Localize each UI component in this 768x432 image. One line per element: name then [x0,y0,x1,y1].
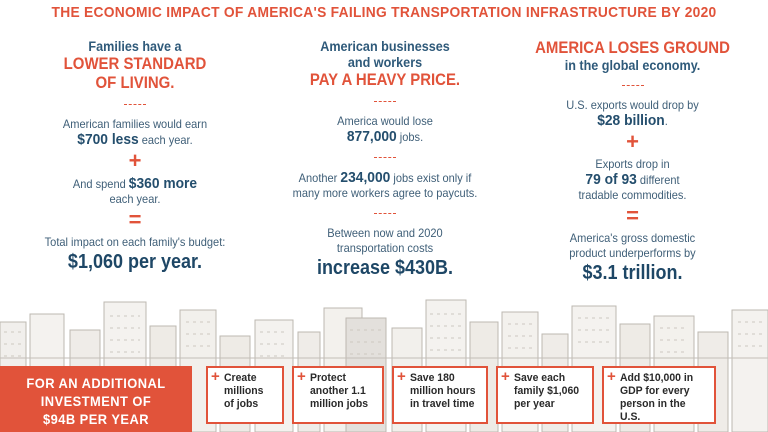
col1-total-label: Total impact on each family's budget: [44,235,226,249]
plus-operator: + [626,129,639,154]
col1-intro: Families have a [88,38,182,54]
col3-stat2-line3: tradable commodities. [578,188,687,202]
col3-stat2-line2: 79 of 93 different [585,171,680,188]
benefit-card-jobs: + Create millions of jobs [206,366,284,424]
benefit-line: person in the U.S. [620,398,686,423]
divider [374,157,396,158]
plus-icon: + [297,368,306,385]
divider [374,213,396,214]
plus-icon: + [501,368,510,385]
page-headline: THE ECONOMIC IMPACT OF AMERICA'S FAILING… [51,4,717,21]
benefit-line: million hours [410,385,476,397]
benefit-line: million jobs [310,398,369,410]
col1-stat1-value: $700 less each year. [77,131,193,148]
cta-line2: INVESTMENT OF [40,393,152,409]
col3-subheading: in the global economy. [564,57,701,73]
col3-stat1-value: $28 billion. [597,112,668,129]
col2-intro-line1: American businesses [320,38,450,54]
col1-total-value: $1,060 per year. [67,251,203,273]
col2-stat3-value: increase $430B. [316,257,454,279]
benefit-line: Save 180 [410,372,455,384]
benefit-line: family $1,060 [514,385,580,397]
col3-stat1-label: U.S. exports would drop by [566,98,699,112]
col2-intro-line2: and workers [347,54,423,70]
divider [124,104,146,105]
equals-operator: = [128,207,142,232]
benefit-line: Protect [310,372,347,384]
divider [621,85,644,86]
col3-total-line1: America's gross domestic [569,231,696,245]
equals-operator: = [626,203,639,228]
benefit-line: Add $10,000 in [620,372,694,384]
column-standard-of-living: Families have a LOWER STANDARD OF LIVING… [20,38,250,274]
cta-line3: $94B PER YEAR [43,411,149,427]
benefit-line: per year [514,398,555,410]
col3-total-value: $3.1 trillion. [582,262,683,284]
col2-stat2-line1: Another 234,000 jobs exist only if [298,169,472,186]
plus-icon: + [397,368,406,385]
col3-total-line2: product underperforms by [569,246,696,260]
col1-stat1-label: American families would earn [62,117,208,131]
benefit-card-travel-time: + Save 180 million hours in travel time [392,366,488,424]
divider [374,101,396,102]
col1-stat2-value: And spend $360 more [72,175,198,192]
benefit-line: millions [224,385,264,397]
benefit-card-family-savings: + Save each family $1,060 per year [496,366,594,424]
column-heavy-price: American businesses and workers PAY A HE… [265,38,505,280]
col2-stat1-label: America would lose [337,114,433,128]
col2-heading: PAY A HEAVY PRICE. [309,70,461,89]
col1-heading-line1: LOWER STANDARD [63,54,207,73]
benefit-line: in travel time [410,398,475,410]
benefit-card-protect-jobs: + Protect another 1.1 million jobs [292,366,384,424]
investment-callout: FOR AN ADDITIONAL INVESTMENT OF $94B PER… [0,366,192,432]
column-global-economy: AMERICA LOSES GROUND in the global econo… [515,38,750,285]
col2-stat3-line2: transportation costs [336,241,434,255]
col2-stat2-line2: many more workers agree to paycuts. [292,186,478,200]
col1-heading-line2: OF LIVING. [95,73,175,92]
benefit-line: Create [224,372,257,384]
benefit-line: Save each [514,372,566,384]
col2-stat1-value: 877,000 jobs. [346,128,424,145]
benefit-line: GDP for every [620,385,690,397]
col1-stat2-label: each year. [109,192,161,206]
benefit-card-gdp: + Add $10,000 in GDP for every person in… [602,366,716,424]
plus-icon: + [607,368,616,385]
benefit-line: of jobs [224,398,259,410]
col2-stat3-line1: Between now and 2020 [327,226,443,240]
col3-heading: AMERICA LOSES GROUND [535,38,730,57]
col3-stat2-line1: Exports drop in [595,157,670,171]
benefit-line: another 1.1 [310,385,366,397]
plus-icon: + [211,368,220,385]
cta-line1: FOR AN ADDITIONAL [26,375,166,391]
plus-operator: + [128,148,142,173]
